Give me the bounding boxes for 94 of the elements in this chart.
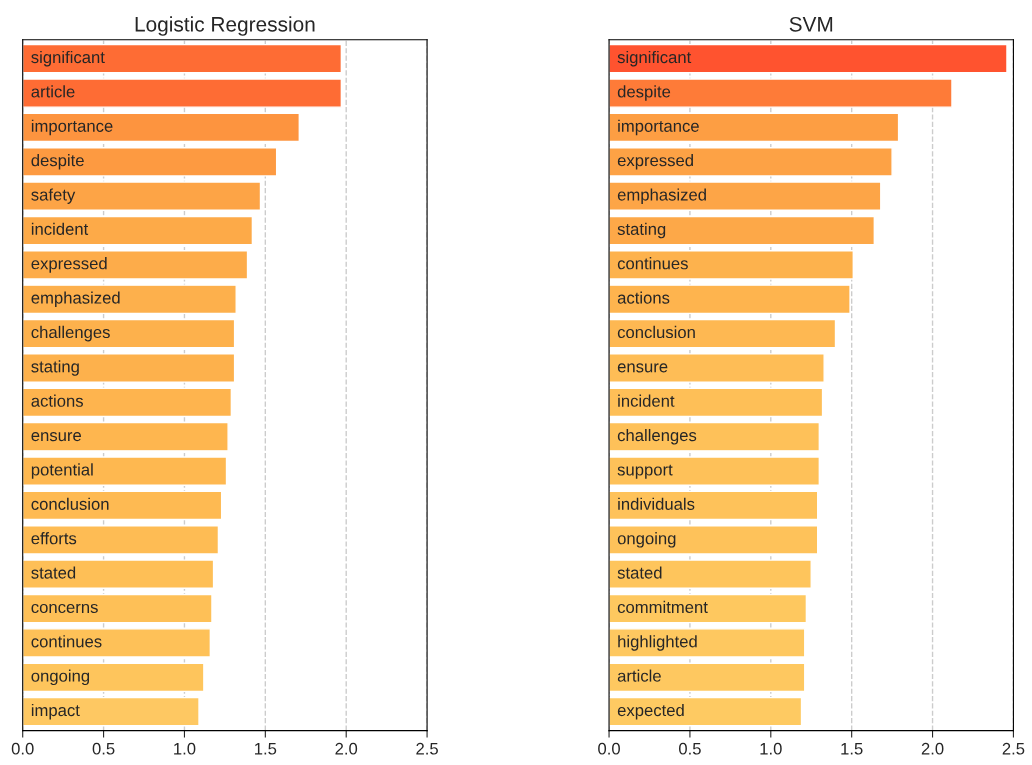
bar [609, 43, 1008, 74]
bar [22, 250, 249, 280]
bar [609, 284, 851, 315]
x-tick-label: 0.5 [678, 742, 701, 755]
x-tick-label: 0.0 [598, 742, 620, 755]
bar [22, 318, 236, 349]
bar [22, 490, 223, 521]
x-tick-label: 1.0 [760, 742, 782, 755]
bar [609, 78, 953, 108]
category-label: ongoing [617, 532, 676, 548]
category-label: importance [618, 119, 699, 136]
bar [609, 215, 876, 246]
x-tick-label: 2.0 [335, 742, 358, 755]
chart-title: SVM [789, 16, 833, 32]
bar [22, 112, 300, 143]
x-tick-label: 2.5 [1002, 742, 1025, 755]
x-tick-label: 1.5 [255, 742, 277, 755]
bar [609, 387, 824, 418]
category-label: significant [31, 50, 105, 67]
x-tick-label: 1.5 [841, 742, 863, 755]
chart-title: Logistic Regression [135, 16, 315, 36]
bar [609, 490, 819, 521]
x-tick-label: 1.0 [174, 742, 196, 755]
x-tick-label: 0.0 [11, 742, 34, 755]
x-tick-label: 2.5 [416, 742, 438, 755]
category-label: support [617, 464, 673, 479]
category-label: challenges [31, 325, 110, 342]
category-label: emphasized [31, 291, 120, 308]
category-label: despite [31, 154, 84, 170]
bar [22, 456, 228, 486]
bar [609, 318, 837, 349]
category-label: article [617, 669, 661, 682]
category-label: stated [617, 566, 662, 579]
category-label: conclusion [31, 497, 109, 510]
bar [22, 78, 343, 108]
bar [22, 181, 262, 211]
bar [609, 628, 806, 658]
category-label: expressed [617, 154, 693, 170]
category-label: ongoing [31, 669, 90, 686]
bar [609, 696, 803, 727]
bar [22, 421, 229, 452]
bar [609, 456, 821, 486]
category-label: incident [618, 394, 675, 407]
category-label: continues [617, 257, 688, 270]
bar [22, 559, 215, 589]
category-label: actions [617, 291, 670, 304]
category-label: stated [31, 566, 76, 579]
category-label: expressed [31, 257, 107, 273]
bar [609, 250, 854, 280]
category-label: safety [31, 188, 76, 204]
category-label: despite [617, 85, 671, 101]
bar [609, 181, 882, 211]
bar [609, 353, 825, 383]
category-label: individuals [618, 497, 695, 510]
category-label: impact [31, 703, 80, 720]
bar [22, 43, 343, 74]
category-label: importance [31, 119, 113, 136]
category-label: efforts [31, 532, 77, 545]
category-label: ensure [617, 363, 668, 373]
bar [22, 696, 200, 727]
category-label: commitment [617, 600, 708, 614]
category-label: article [31, 85, 75, 98]
category-label: conclusion [617, 325, 695, 339]
category-label: emphasized [617, 188, 706, 204]
category-label: stating [617, 222, 666, 239]
bar [22, 147, 278, 177]
category-label: significant [617, 50, 692, 67]
category-label: continues [31, 635, 102, 648]
bar [22, 353, 236, 383]
category-label: expected [617, 703, 684, 720]
bar [22, 215, 254, 246]
category-label: stating [31, 360, 79, 376]
category-label: incident [31, 222, 89, 235]
category-label: challenges [617, 428, 697, 445]
bar [609, 593, 808, 624]
category-label: actions [31, 394, 83, 407]
bar [609, 421, 821, 452]
x-tick-label: 2.0 [921, 742, 944, 755]
bar [609, 559, 812, 589]
bar [22, 593, 213, 624]
bar [22, 284, 237, 315]
bar [22, 628, 212, 658]
category-label: concerns [31, 603, 98, 614]
category-label: potential [31, 463, 93, 479]
bar [609, 662, 806, 693]
bar [22, 525, 220, 555]
bar [22, 387, 233, 418]
bar [609, 525, 819, 555]
x-tick-label: 0.5 [92, 742, 115, 755]
category-label: ensure [31, 432, 82, 442]
category-label: highlighted [618, 635, 697, 651]
bar [609, 147, 893, 177]
bar [22, 662, 205, 693]
bar [609, 112, 900, 143]
